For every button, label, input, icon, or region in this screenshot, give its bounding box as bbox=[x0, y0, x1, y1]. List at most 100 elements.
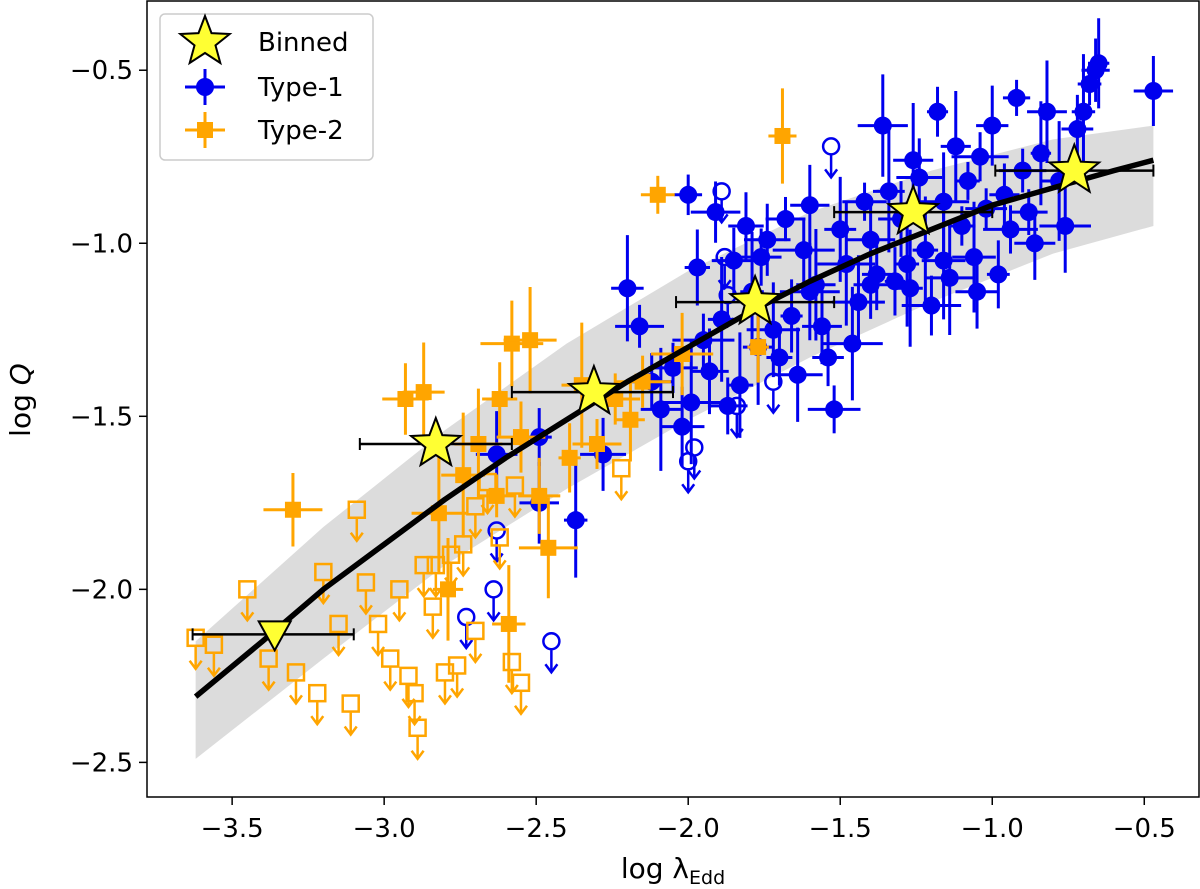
type1-marker bbox=[940, 268, 959, 287]
type2-limit-marker bbox=[502, 652, 522, 672]
type1-marker bbox=[898, 255, 917, 274]
type1-marker bbox=[764, 320, 783, 339]
type1-marker bbox=[752, 248, 771, 267]
type1-point bbox=[1039, 179, 1091, 273]
type1-marker bbox=[983, 116, 1002, 135]
type1-point bbox=[790, 164, 830, 246]
legend-circle-icon bbox=[196, 78, 214, 96]
type1-marker bbox=[965, 248, 984, 267]
limit-arrow-head bbox=[392, 611, 407, 623]
x-tick-label: −3.0 bbox=[353, 814, 416, 844]
type1-point bbox=[563, 462, 588, 578]
type2-limit-marker bbox=[380, 649, 400, 668]
type2-upper-limit bbox=[612, 458, 631, 502]
limit-arrow-head bbox=[456, 566, 471, 578]
binned-point bbox=[191, 620, 355, 653]
type2-marker bbox=[649, 186, 666, 203]
type1-marker bbox=[885, 272, 904, 291]
binned-points bbox=[191, 141, 1155, 653]
type2-upper-limit bbox=[511, 673, 531, 716]
type1-point bbox=[1133, 56, 1174, 126]
type1-marker bbox=[682, 393, 701, 412]
type1-point bbox=[1071, 54, 1096, 170]
type1-marker bbox=[1031, 144, 1050, 163]
limit-arrow-head bbox=[240, 611, 255, 623]
legend-label: Type-2 bbox=[257, 116, 344, 146]
limit-arrow-head bbox=[687, 469, 702, 481]
type1-marker bbox=[928, 102, 947, 121]
x-tick-label: −1.0 bbox=[961, 814, 1024, 844]
limit-arrow-head bbox=[410, 750, 425, 761]
type2-point bbox=[572, 419, 622, 469]
legend-label: Type-1 bbox=[257, 73, 344, 103]
type1-marker bbox=[873, 116, 892, 135]
type1-marker bbox=[706, 203, 725, 222]
limit-arrow-head bbox=[288, 694, 303, 706]
type1-marker bbox=[788, 365, 807, 384]
type1-point bbox=[611, 235, 644, 342]
y-tick-label: −2.5 bbox=[70, 748, 133, 778]
type2-upper-limit bbox=[414, 555, 433, 599]
type2-limit-marker bbox=[426, 555, 446, 575]
type2-limit-marker bbox=[466, 621, 485, 641]
type1-point bbox=[1002, 79, 1031, 116]
type1-point bbox=[772, 327, 823, 422]
limit-arrow-head bbox=[504, 684, 519, 696]
type1-point bbox=[976, 85, 1009, 166]
type1-marker bbox=[730, 376, 749, 395]
type2-limit-marker bbox=[505, 476, 525, 495]
type1-marker bbox=[812, 317, 831, 336]
type2-upper-limit bbox=[447, 656, 467, 699]
type1-limit-marker bbox=[712, 182, 731, 201]
type2-limit-marker bbox=[259, 649, 278, 668]
type1-point bbox=[897, 229, 923, 347]
limit-arrow-head bbox=[383, 680, 398, 692]
type1-marker bbox=[800, 282, 819, 301]
type1-upper-limit bbox=[484, 580, 503, 623]
type2-marker bbox=[397, 391, 414, 407]
type1-point bbox=[956, 162, 980, 200]
plot-frame bbox=[146, 0, 1200, 798]
limit-arrow-head bbox=[188, 660, 203, 671]
type2-point bbox=[503, 286, 557, 394]
type1-point bbox=[659, 386, 705, 467]
type1-point bbox=[873, 130, 905, 253]
type2-point bbox=[492, 565, 526, 683]
type2-point bbox=[382, 363, 429, 435]
type2-upper-limit bbox=[390, 580, 409, 623]
type1-marker bbox=[664, 358, 682, 377]
type1-marker bbox=[1056, 216, 1075, 235]
type2-point bbox=[640, 175, 675, 214]
y-tick-label: −0.5 bbox=[70, 56, 133, 86]
type1-marker bbox=[782, 306, 801, 325]
binned-star-marker bbox=[566, 363, 622, 416]
type1-point bbox=[640, 347, 681, 471]
type1-marker bbox=[1001, 220, 1020, 239]
type1-point bbox=[925, 220, 975, 336]
type1-marker bbox=[566, 511, 585, 530]
type2-marker bbox=[284, 501, 301, 518]
type2-marker bbox=[622, 411, 639, 428]
type1-point bbox=[1014, 206, 1056, 280]
y-tick-label: −1.0 bbox=[70, 229, 133, 259]
type2-marker bbox=[750, 339, 767, 356]
limit-arrow-head bbox=[450, 687, 465, 699]
legend-entry-binned: Binned bbox=[177, 13, 349, 66]
type1-marker bbox=[800, 196, 819, 215]
limit-arrow-head bbox=[358, 604, 373, 616]
legend-entry-type-2: Type-2 bbox=[185, 112, 344, 148]
type1-point bbox=[765, 196, 806, 242]
binned-star-marker bbox=[408, 415, 464, 468]
type1-point bbox=[986, 240, 1010, 309]
type2-marker bbox=[512, 429, 529, 446]
y-tick-label: −2.0 bbox=[70, 575, 133, 605]
binned-star-marker bbox=[727, 273, 783, 326]
limit-arrow-head bbox=[824, 168, 839, 180]
type2-limit-marker bbox=[368, 614, 388, 634]
limit-arrow-head bbox=[513, 705, 528, 716]
type1-marker bbox=[673, 417, 692, 436]
limit-arrow-head bbox=[507, 507, 522, 519]
legend-label: Binned bbox=[258, 28, 349, 58]
type2-point bbox=[263, 473, 323, 547]
type1-point bbox=[1027, 60, 1067, 163]
